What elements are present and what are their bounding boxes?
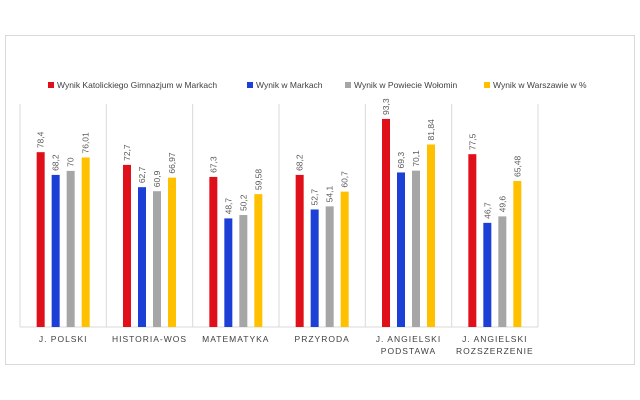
bar	[254, 194, 263, 327]
data-label: 72,7	[122, 144, 132, 161]
bar	[513, 180, 522, 327]
x-tick-label: J. ANGIELSKI	[462, 334, 527, 344]
data-label: 70,1	[411, 150, 421, 167]
data-label: 54,1	[325, 186, 335, 203]
data-label: 48,7	[223, 198, 233, 215]
data-label: 67,3	[208, 156, 218, 173]
bar	[81, 157, 90, 327]
legend-swatch-4	[484, 82, 490, 88]
bar	[51, 174, 60, 327]
bar	[498, 216, 507, 327]
bar	[224, 218, 233, 327]
bar	[427, 144, 435, 327]
x-tick-label: PRZYRODA	[295, 334, 350, 344]
data-label: 46,7	[482, 202, 492, 219]
legend-swatch-2	[247, 82, 253, 88]
data-label: 68,2	[51, 154, 61, 171]
bar	[138, 187, 146, 327]
legend-swatch-1	[48, 82, 54, 88]
bar	[209, 176, 218, 327]
data-label: 60,7	[340, 171, 350, 188]
bar	[153, 191, 161, 327]
bar	[239, 215, 248, 327]
x-tick-label: MATEMATYKA	[202, 334, 269, 344]
bar	[325, 206, 334, 327]
data-label: 50,2	[238, 194, 248, 211]
bar	[468, 154, 477, 327]
data-label: 65,48	[512, 155, 522, 177]
bar	[310, 209, 319, 327]
data-label: 81,84	[426, 119, 436, 141]
legend-label-3: Wynik w Powiecie Wołomin	[354, 80, 457, 90]
data-label: 78,4	[36, 131, 46, 148]
bar	[66, 170, 75, 327]
data-label: 59,58	[253, 169, 263, 191]
data-label: 66,97	[167, 152, 177, 174]
data-label: 49,6	[497, 196, 507, 213]
x-tick-label: J. ANGIELSKI	[376, 334, 441, 344]
bar	[36, 152, 45, 327]
chart-frame	[5, 35, 635, 365]
data-label: 62,7	[137, 166, 147, 183]
data-label: 52,7	[310, 189, 320, 206]
bar	[340, 191, 349, 327]
x-tick-label: J. POLSKI	[39, 334, 88, 344]
bar	[168, 177, 176, 327]
data-label: 76,01	[81, 132, 91, 154]
bar	[295, 174, 304, 327]
data-label: 93,3	[381, 98, 391, 115]
data-label: 68,2	[295, 154, 305, 171]
x-tick-label: ROZSZERZENIE	[456, 346, 534, 356]
data-label: 70	[66, 157, 76, 167]
bar	[412, 170, 420, 327]
legend-label-1: Wynik Katolickiego Gimnazjum w Markach	[57, 80, 217, 90]
bar	[397, 172, 405, 327]
x-tick-label: PODSTAWA	[381, 346, 436, 356]
legend-swatch-3	[345, 82, 351, 88]
bar	[123, 164, 131, 327]
data-label: 69,3	[396, 152, 406, 169]
x-tick-label: HISTORIA-WOS	[112, 334, 187, 344]
legend-label-4: Wynik w Warszawie w %	[493, 80, 587, 90]
legend-label-2: Wynik w Markach	[256, 80, 323, 90]
data-label: 77,5	[467, 133, 477, 150]
bar	[483, 222, 492, 327]
data-label: 60,9	[152, 170, 162, 187]
bar	[382, 118, 390, 327]
